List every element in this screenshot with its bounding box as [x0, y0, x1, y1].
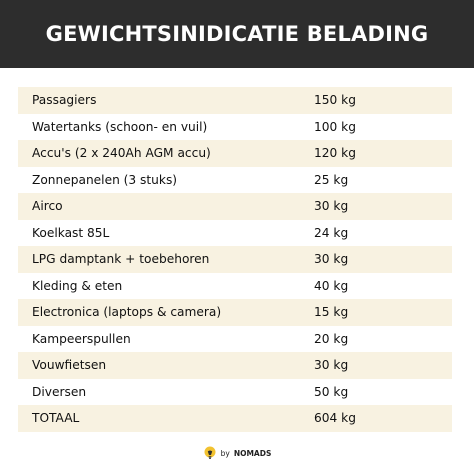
item-cell: Electronica (laptops & camera)	[32, 305, 222, 320]
table-row: Kleding & eten 40 kg	[18, 273, 452, 300]
weight-cell: 15 kg	[314, 305, 349, 320]
item-cell: TOTAAL	[32, 411, 80, 426]
weight-cell: 24 kg	[314, 225, 349, 240]
weight-cell: 30 kg	[314, 358, 349, 373]
item-cell: Kleding & eten	[32, 278, 123, 293]
table-row: Kampeerspullen 20 kg	[18, 326, 452, 353]
weight-cell: 100 kg	[314, 119, 356, 134]
table-row: Koelkast 85L 24 kg	[18, 220, 452, 247]
weight-cell: 120 kg	[314, 146, 356, 161]
table-row: Diversen 50 kg	[18, 379, 452, 406]
item-cell: Kampeerspullen	[32, 331, 131, 346]
weight-cell: 30 kg	[314, 252, 349, 267]
item-cell: Airco	[32, 199, 63, 214]
item-cell: LPG damptank + toebehoren	[32, 252, 210, 267]
item-cell: Vouwfietsen	[32, 358, 107, 373]
weight-cell: 604 kg	[314, 411, 356, 426]
weight-cell: 20 kg	[314, 331, 349, 346]
weight-cell: 30 kg	[314, 199, 349, 214]
lightbulb-logo-icon	[204, 446, 216, 459]
weight-cell: 25 kg	[314, 172, 349, 187]
page-title: GEWICHTSINIDICATIE BELADING	[45, 22, 429, 46]
table-row: Vouwfietsen 30 kg	[18, 352, 452, 379]
weight-cell: 50 kg	[314, 384, 349, 399]
weight-cell: 40 kg	[314, 278, 349, 293]
item-cell: Accu's (2 x 240Ah AGM accu)	[32, 146, 211, 161]
table-row: Zonnepanelen (3 stuks) 25 kg	[18, 167, 452, 194]
item-cell: Koelkast 85L	[32, 225, 110, 240]
item-cell: Diversen	[32, 384, 87, 399]
footer: by NOMADS	[0, 443, 474, 463]
weight-cell: 150 kg	[314, 93, 356, 108]
brand-prefix: by	[220, 448, 230, 458]
table-row: Passagiers 150 kg	[18, 87, 452, 114]
table-row: LPG damptank + toebehoren 30 kg	[18, 246, 452, 273]
table-row: Airco 30 kg	[18, 193, 452, 220]
table-row-total: TOTAAL 604 kg	[18, 405, 452, 432]
table-row: Watertanks (schoon- en vuil) 100 kg	[18, 114, 452, 141]
table-row: Accu's (2 x 240Ah AGM accu) 120 kg	[18, 140, 452, 167]
item-cell: Watertanks (schoon- en vuil)	[32, 119, 208, 134]
header-banner: GEWICHTSINIDICATIE BELADING	[0, 0, 474, 68]
item-cell: Passagiers	[32, 93, 97, 108]
weight-table: Passagiers 150 kg Watertanks (schoon- en…	[18, 87, 452, 432]
table-row: Electronica (laptops & camera) 15 kg	[18, 299, 452, 326]
item-cell: Zonnepanelen (3 stuks)	[32, 172, 178, 187]
brand-name: NOMADS	[233, 448, 272, 458]
brand-logo: by NOMADS	[203, 446, 272, 460]
